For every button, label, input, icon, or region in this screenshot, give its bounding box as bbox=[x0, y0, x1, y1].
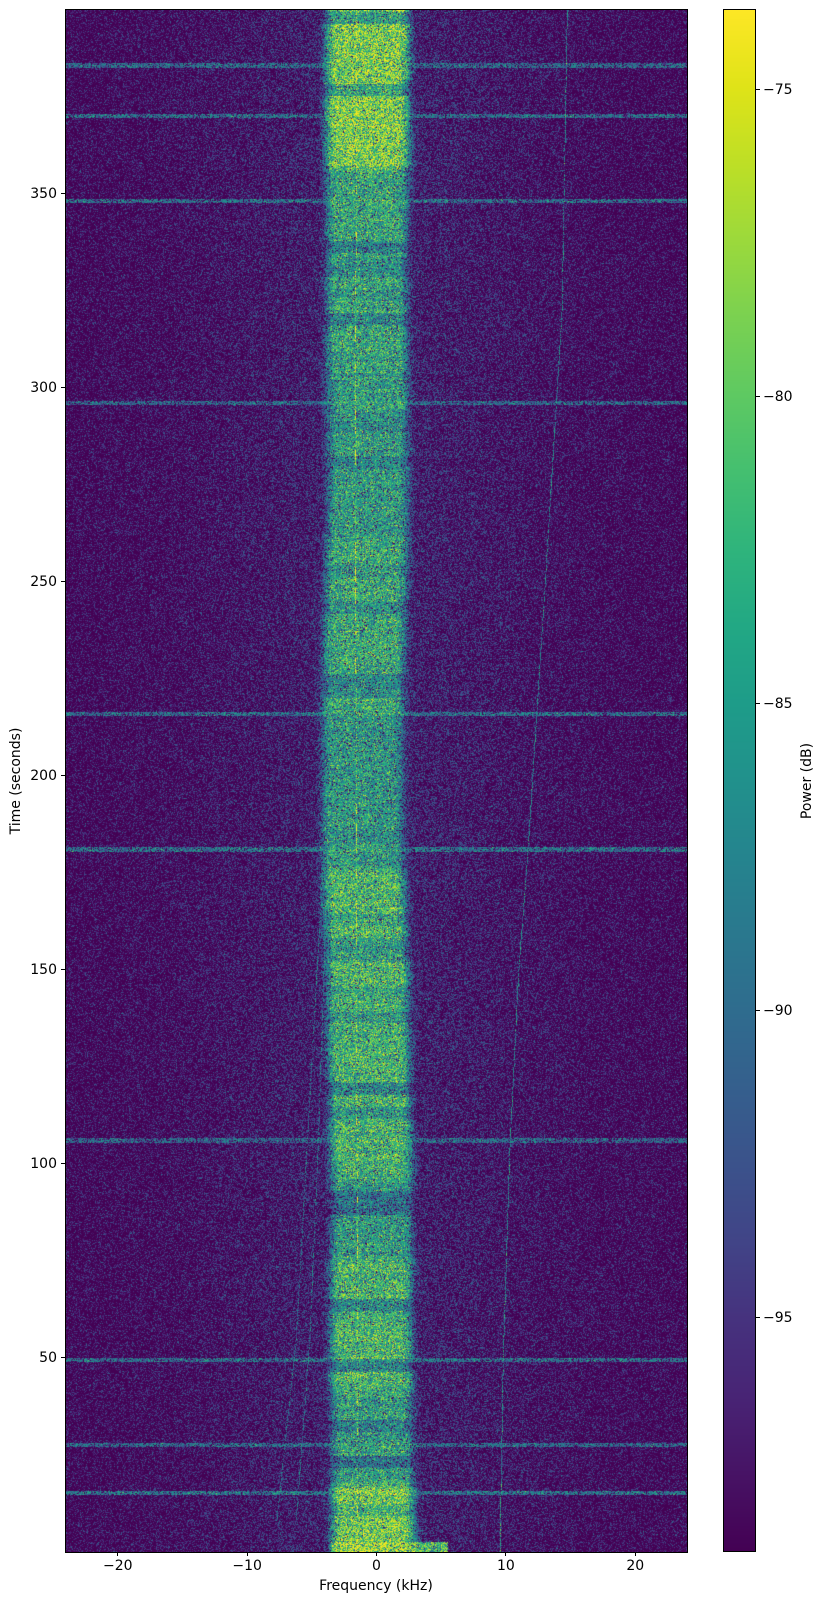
y-tick-mark bbox=[61, 775, 65, 777]
x-tick-mark bbox=[117, 1552, 119, 1556]
colorbar-tick-label: −75 bbox=[763, 81, 793, 98]
colorbar-label: Power (dB) bbox=[799, 742, 815, 820]
x-tick-mark bbox=[505, 1552, 507, 1556]
x-tick-mark bbox=[376, 1552, 377, 1556]
colorbar bbox=[723, 9, 756, 1552]
y-tick-mark bbox=[61, 969, 65, 971]
plot-area bbox=[65, 9, 688, 1553]
x-axis-label: Frequency (kHz) bbox=[319, 1578, 433, 1594]
colorbar-tick-mark bbox=[756, 1010, 760, 1012]
y-tick-mark bbox=[61, 1163, 65, 1165]
colorbar-tick-mark bbox=[756, 1317, 760, 1319]
y-tick-label: 150 bbox=[30, 961, 57, 978]
x-tick-label: −20 bbox=[102, 1558, 133, 1574]
y-tick-label: 200 bbox=[30, 767, 57, 784]
colorbar-tick-mark bbox=[756, 703, 760, 705]
x-tick-label: −10 bbox=[232, 1558, 262, 1574]
y-tick-mark bbox=[61, 581, 65, 583]
y-tick-label: 300 bbox=[30, 379, 57, 396]
x-tick-mark bbox=[634, 1552, 636, 1556]
colorbar-tick-label: −90 bbox=[763, 1002, 793, 1019]
colorbar-tick-mark bbox=[756, 89, 760, 91]
y-tick-mark bbox=[61, 193, 65, 195]
colorbar-tick-mark bbox=[756, 396, 760, 398]
x-tick-mark bbox=[246, 1552, 248, 1556]
colorbar-tick-label: −95 bbox=[763, 1309, 793, 1326]
y-tick-label: 350 bbox=[30, 185, 57, 202]
y-tick-label: 50 bbox=[39, 1349, 57, 1366]
y-tick-label: 100 bbox=[30, 1155, 57, 1172]
colorbar-canvas bbox=[724, 10, 755, 1551]
spectrogram-canvas bbox=[66, 10, 687, 1552]
y-axis-label: Time (seconds) bbox=[8, 727, 24, 835]
x-tick-label: 20 bbox=[626, 1558, 645, 1574]
colorbar-tick-label: −85 bbox=[763, 695, 793, 712]
y-tick-label: 250 bbox=[30, 573, 57, 590]
x-tick-label: 10 bbox=[496, 1558, 515, 1574]
y-tick-mark bbox=[61, 1357, 65, 1359]
colorbar-tick-label: −80 bbox=[763, 388, 793, 405]
y-tick-mark bbox=[61, 387, 65, 389]
x-tick-label: 0 bbox=[372, 1558, 381, 1574]
